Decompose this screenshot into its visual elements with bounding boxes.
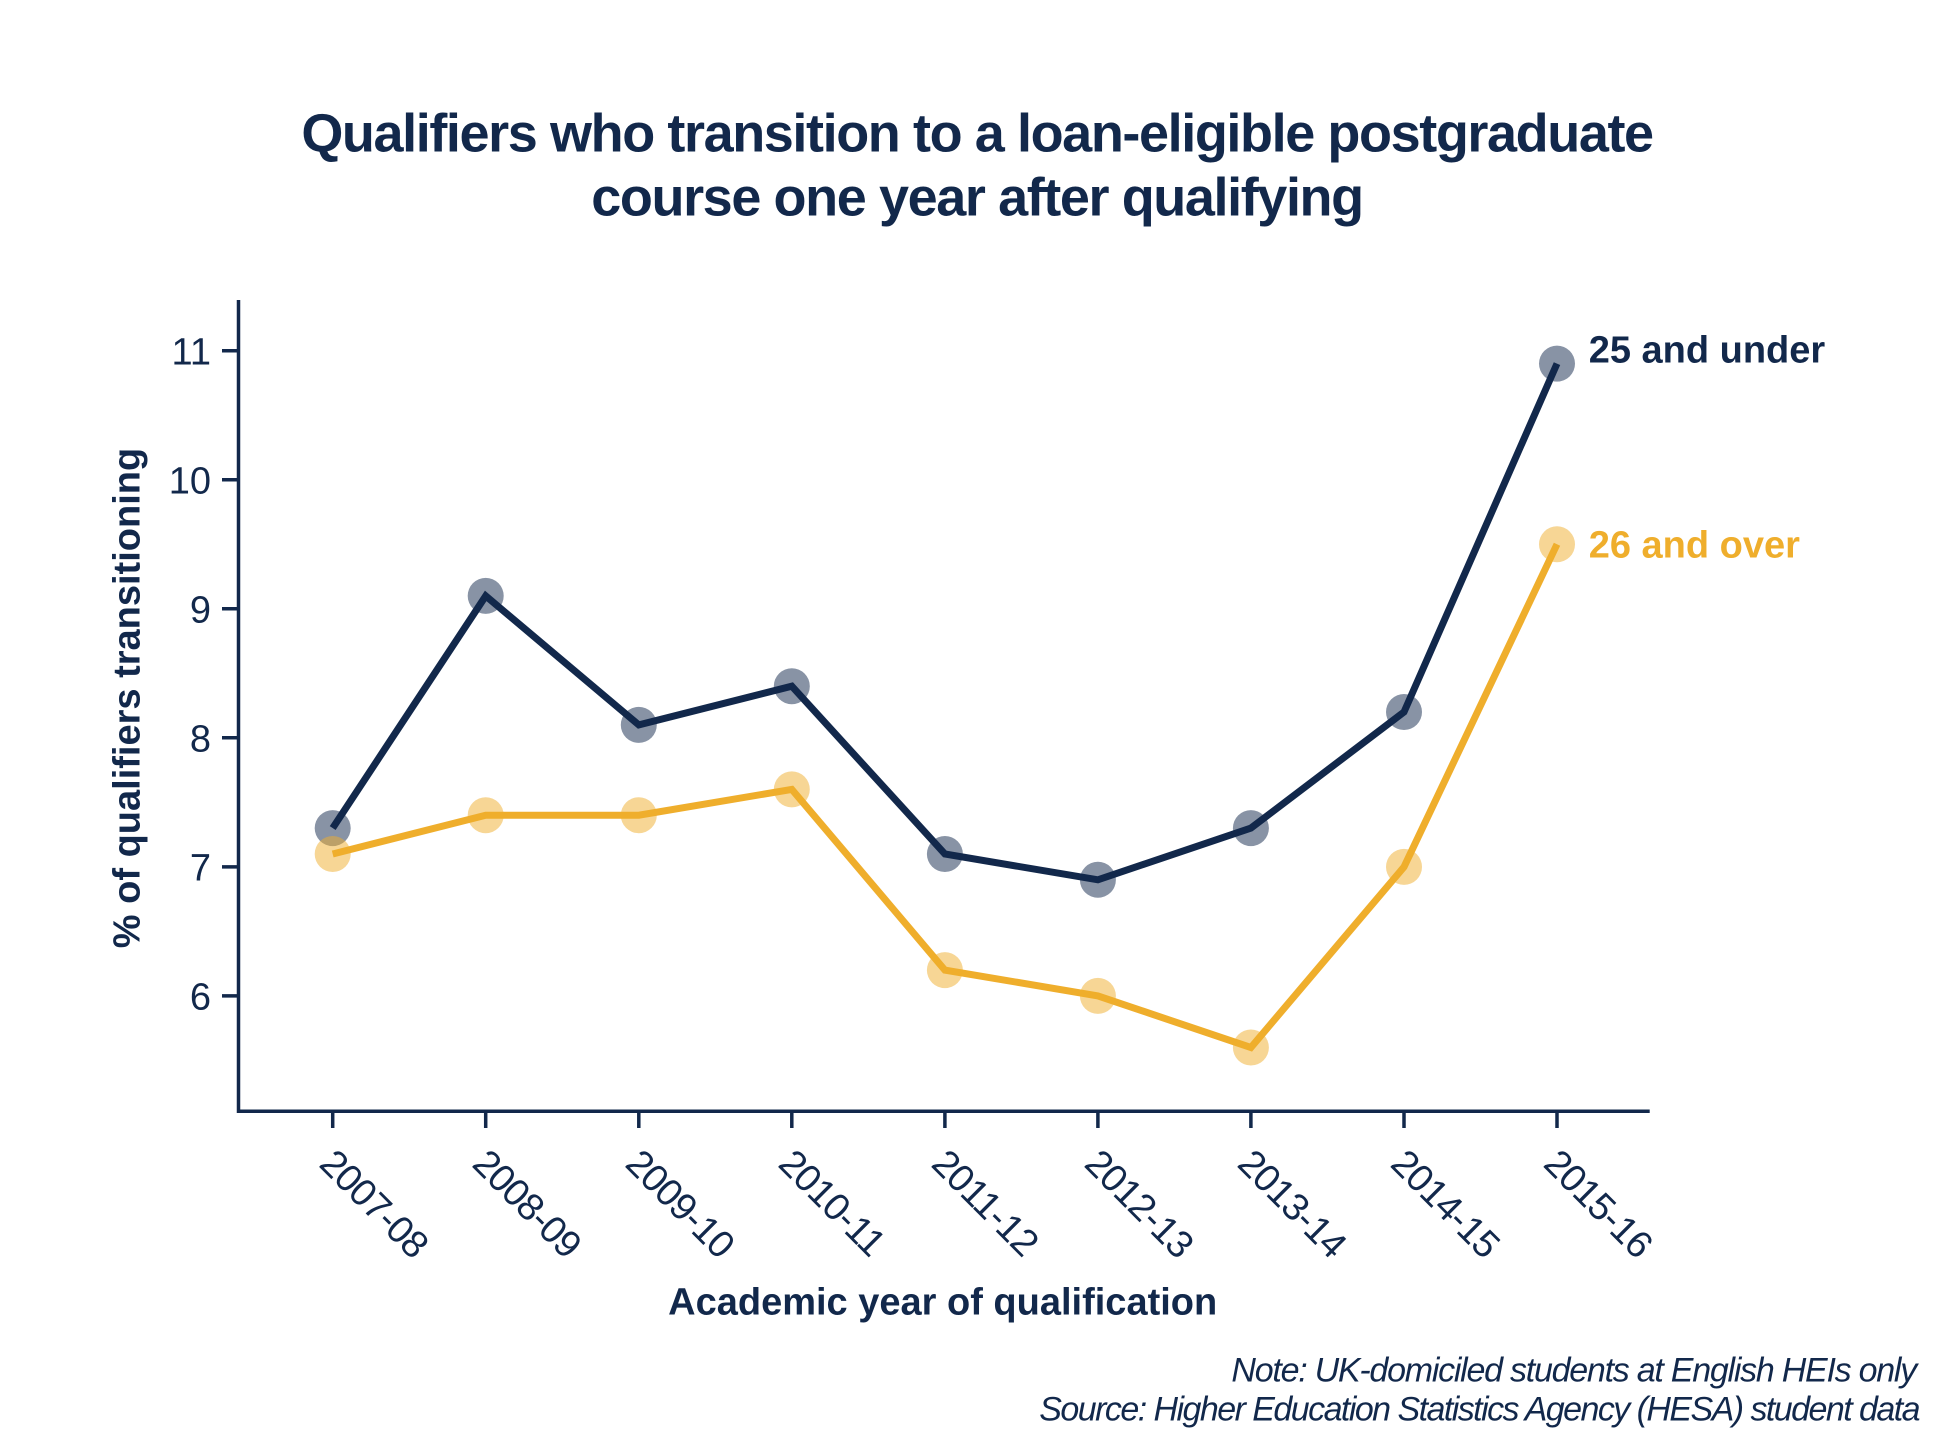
- svg-text:Qualifiers who transition to a: Qualifiers who transition to a loan-elig…: [301, 103, 1653, 163]
- svg-text:Note: UK-domiciled students at: Note: UK-domiciled students at English H…: [1231, 1351, 1919, 1389]
- svg-text:6: 6: [190, 977, 211, 1019]
- svg-text:% of qualifiers transitioning: % of qualifiers transitioning: [107, 448, 149, 948]
- svg-text:7: 7: [190, 848, 211, 890]
- svg-text:course one year after qualifyi: course one year after qualifying: [591, 168, 1362, 228]
- svg-text:Academic year of qualification: Academic year of qualification: [668, 1281, 1217, 1323]
- svg-text:9: 9: [190, 590, 211, 632]
- svg-text:26 and over: 26 and over: [1589, 524, 1800, 566]
- svg-text:25 and under: 25 and under: [1589, 329, 1826, 371]
- svg-text:8: 8: [190, 719, 211, 761]
- svg-text:10: 10: [169, 461, 211, 503]
- svg-text:11: 11: [172, 332, 211, 374]
- svg-text:Source: Higher Education Stati: Source: Higher Education Statistics Agen…: [1039, 1391, 1919, 1429]
